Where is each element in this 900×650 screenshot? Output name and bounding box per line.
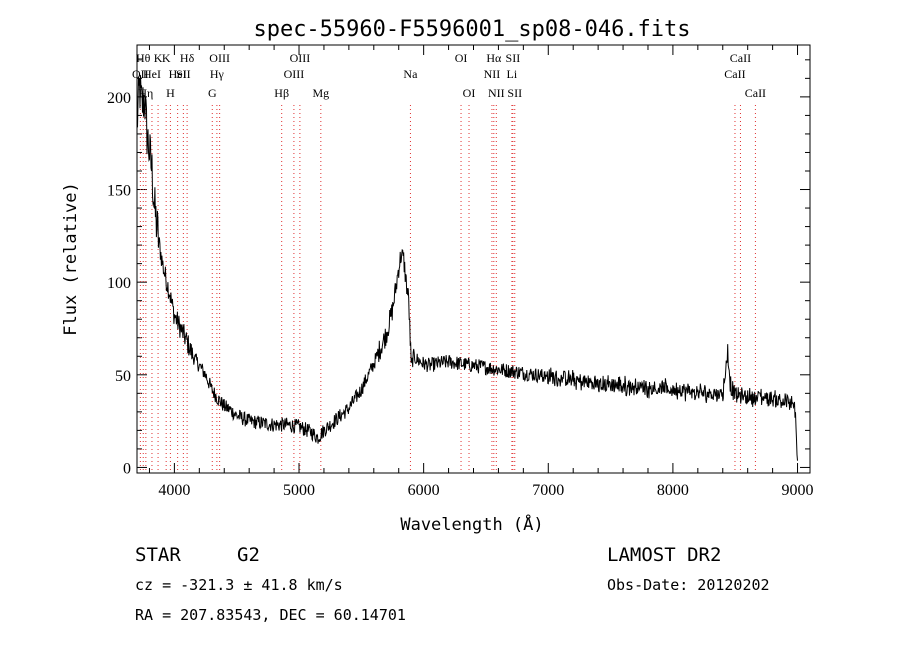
x-tick-label: 7000 [532,482,564,499]
chart-title: spec-55960-F5596001_sp08-046.fits [253,17,690,42]
spectral-line-label: HeI [143,67,161,81]
spectral-line-label: SII [507,86,522,100]
spectral-line-label: OIII [209,51,230,65]
spectral-line-label: OII [132,67,149,81]
y-axis-label: Flux (relative) [61,182,81,336]
spectral-line-label: Na [403,67,418,81]
spectral-line-label: OIII [284,67,305,81]
spectral-line-label: OIII [290,51,311,65]
plot-frame [136,44,811,474]
y-tick-label: 50 [115,368,131,385]
spectral-line-label: K [154,51,163,65]
spectral-line-label: NII [488,86,505,100]
spectral-line-label: CaII [745,86,766,100]
spectral-line-label: Hδ [180,51,195,65]
spectral-line-label: SII [176,67,191,81]
x-tick-label: 5000 [283,482,315,499]
spectral-line-label: CaII [730,51,751,65]
coordinates: RA = 207.83543, DEC = 60.14701 [135,606,406,624]
x-tick-label: 4000 [158,482,190,499]
spectral-line-label: K [162,51,171,65]
spectral-line-label: SII [506,51,521,65]
y-tick-label: 150 [107,183,131,200]
y-tick-label: 100 [107,275,131,292]
spectral-line-label: Li [507,67,518,81]
spectral-line-label: Hα [486,51,502,65]
redshift-info: cz = -321.3 ± 41.8 km/s [135,576,343,594]
obs-date: Obs-Date: 20120202 [607,576,770,594]
spectral-line-label: HeI [169,67,187,81]
spectral-line-label: Hβ [274,86,289,100]
y-tick-label: 200 [107,90,131,107]
spectral-line-label: Hγ [210,67,225,81]
y-tick-label: 0 [123,460,131,477]
spectral-line-label: OI [455,51,468,65]
x-axis-label: Wavelength (Å) [400,513,543,535]
x-tick-label: 8000 [657,482,689,499]
spectral-line-label: Hθ [136,51,151,65]
spectral-line-label: CaII [724,67,745,81]
spectrum-series-line [136,75,798,461]
object-class: STAR [135,544,181,566]
spectral-line-label: NII [484,67,501,81]
object-subclass: G2 [237,544,260,566]
x-tick-label: 6000 [408,482,440,499]
spectral-line-label: Mg [312,86,329,100]
survey-name: LAMOST DR2 [607,544,721,566]
x-tick-label: 9000 [782,482,814,499]
spectral-line-label: G [208,86,217,100]
spectral-line-label: OI [463,86,476,100]
spectral-line-label: H [166,86,175,100]
